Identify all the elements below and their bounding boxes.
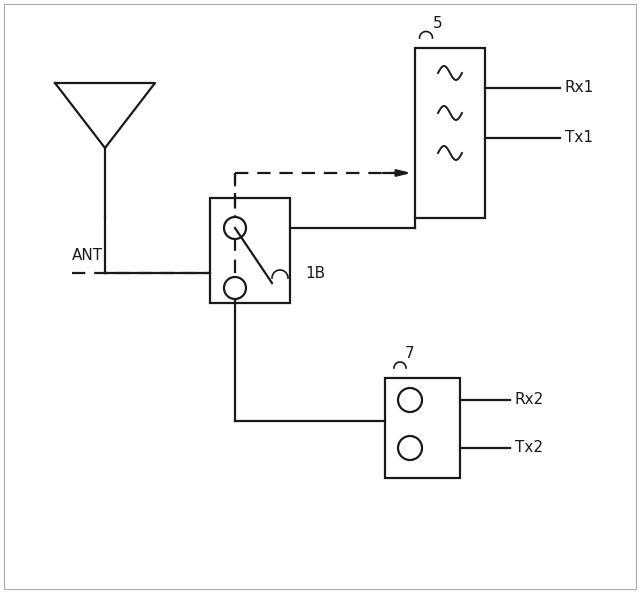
Bar	[415, 48, 485, 218]
Bar	[385, 378, 460, 478]
Circle shape	[398, 436, 422, 460]
Text: 7: 7	[405, 346, 415, 361]
Circle shape	[224, 277, 246, 299]
Text: Tx1: Tx1	[565, 130, 593, 145]
Bar	[210, 198, 290, 303]
Text: Tx2: Tx2	[515, 441, 543, 455]
Circle shape	[224, 217, 246, 239]
Text: 1B: 1B	[305, 266, 325, 280]
Text: Rx1: Rx1	[565, 81, 595, 95]
Text: ANT: ANT	[72, 248, 103, 263]
Circle shape	[398, 388, 422, 412]
Text: Rx2: Rx2	[515, 393, 544, 407]
Text: 5: 5	[433, 16, 443, 31]
